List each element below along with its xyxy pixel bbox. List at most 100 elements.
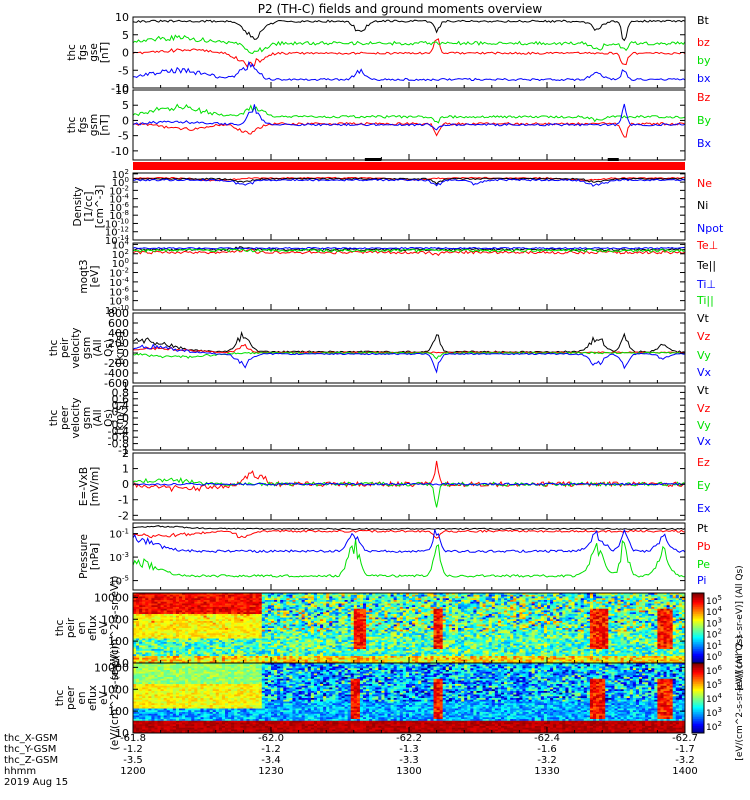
panel-5: 8006004002000-200-400-600thcpeirvelocity… [48, 307, 712, 390]
spectrogram-cell [261, 596, 266, 599]
spectrogram-cell [139, 661, 143, 663]
spectrogram-cell [326, 657, 330, 661]
spectrogram-cell [133, 601, 137, 605]
spectrogram-cell [191, 635, 195, 638]
spectrogram-cell [396, 642, 401, 645]
spectrogram-cell [347, 661, 352, 663]
spectrogram-cell [301, 601, 306, 605]
spectrogram-cell [479, 610, 484, 613]
spectrogram-cell [310, 600, 315, 603]
spectrogram-cell [179, 614, 183, 617]
spectrogram-cell [160, 628, 165, 631]
spectrogram-cell [310, 614, 315, 617]
y-axis-label: thcfgsgse[nT] [66, 42, 111, 63]
spectrogram-cell [421, 654, 425, 657]
spectrogram-cell [470, 631, 474, 634]
spectrogram-cell [326, 629, 330, 633]
spectrogram-cell [359, 636, 364, 640]
spectrogram-cell [461, 649, 465, 652]
spectrogram-cell [209, 642, 214, 645]
spectrogram-cell [225, 601, 229, 605]
spectrogram-cell [133, 654, 137, 657]
spectrogram-cell [157, 607, 162, 610]
spectrogram-cell [476, 603, 481, 606]
spectrogram-cell [182, 661, 186, 663]
spectrogram-cell [240, 598, 244, 601]
spectrogram-cell [353, 659, 358, 662]
spectrogram-cell [455, 642, 459, 645]
spectrogram-cell [323, 603, 327, 606]
spectrogram-cell [332, 621, 336, 624]
spectrogram-cell [372, 610, 376, 613]
spectrogram-cell [154, 661, 159, 663]
spectrogram-cell [163, 614, 168, 617]
spectrogram-cell [154, 650, 159, 654]
spectrogram-cell [399, 605, 404, 608]
spectrogram-cell [175, 643, 180, 647]
spectrogram-cell [200, 596, 205, 599]
spectrogram-cell [323, 601, 327, 605]
spectrogram-cell [335, 642, 340, 645]
spectrogram-cell [148, 626, 152, 629]
spectrogram-cell [139, 633, 143, 636]
spectrogram-cell [145, 631, 149, 634]
spectrogram-cell [182, 647, 186, 650]
spectrogram-cell [286, 621, 290, 624]
spectrogram-cell [442, 596, 447, 599]
spectrogram-cell [359, 654, 364, 657]
spectrogram-cell [243, 645, 248, 648]
spectrogram-cell [424, 628, 428, 631]
spectrogram-cell [145, 607, 149, 610]
spectrogram-cell [197, 638, 202, 641]
spectrogram-cell [344, 614, 349, 617]
spectrogram-cell [375, 649, 379, 652]
spectrogram-cell [194, 635, 198, 638]
panel-frame [132, 522, 686, 591]
spectrogram-cell [185, 650, 189, 654]
spectrogram-cell [206, 652, 211, 655]
spectrogram-cell [298, 650, 303, 654]
spectrogram-cell [194, 636, 198, 640]
spectrogram-cell [258, 661, 263, 663]
spectrogram-cell [151, 607, 156, 610]
spectrogram-cell [347, 654, 352, 657]
spectrogram-cell [335, 621, 340, 624]
spectrogram-cell [215, 621, 220, 624]
spectrogram-cell [261, 654, 266, 657]
spectrogram-cell [399, 615, 404, 619]
spectrogram-cell [225, 633, 229, 636]
spectrogram-cell [228, 624, 232, 627]
spectrogram-cell [353, 600, 358, 603]
spectrogram-cell [240, 640, 244, 643]
spectrogram-cell [442, 622, 447, 626]
spectrogram-cell [280, 601, 284, 605]
spectrogram-cell [221, 600, 226, 603]
spectrogram-cell [203, 650, 208, 654]
y-tick-label: 0 [122, 478, 129, 491]
spectrogram-cell [194, 607, 198, 610]
spectrogram-cell [473, 661, 478, 663]
spectrogram-cell [246, 608, 251, 612]
spectrogram-cell [479, 622, 484, 626]
spectrogram-cell [280, 612, 284, 615]
spectrogram-cell [277, 629, 281, 633]
spectrogram-cell [188, 600, 192, 603]
spectrogram-cell [338, 622, 343, 626]
spectrogram-cell [320, 643, 324, 647]
spectrogram-cell [212, 640, 217, 643]
spectrogram-cell [218, 610, 223, 613]
spectrogram-cell [390, 638, 395, 641]
spectrogram-cell [369, 608, 373, 612]
spectrogram-cell [255, 657, 260, 661]
spectrogram-cell [473, 619, 478, 622]
spectrogram-cell [151, 629, 156, 633]
spectrogram-cell [172, 593, 177, 596]
spectrogram-cell [203, 649, 208, 652]
spectrogram-cell [252, 631, 257, 634]
spectrogram-cell [252, 643, 257, 647]
spectrogram-cell [215, 645, 220, 648]
spectrogram-cell [212, 645, 217, 648]
spectrogram-cell [179, 656, 183, 659]
spectrogram-cell [292, 612, 297, 615]
